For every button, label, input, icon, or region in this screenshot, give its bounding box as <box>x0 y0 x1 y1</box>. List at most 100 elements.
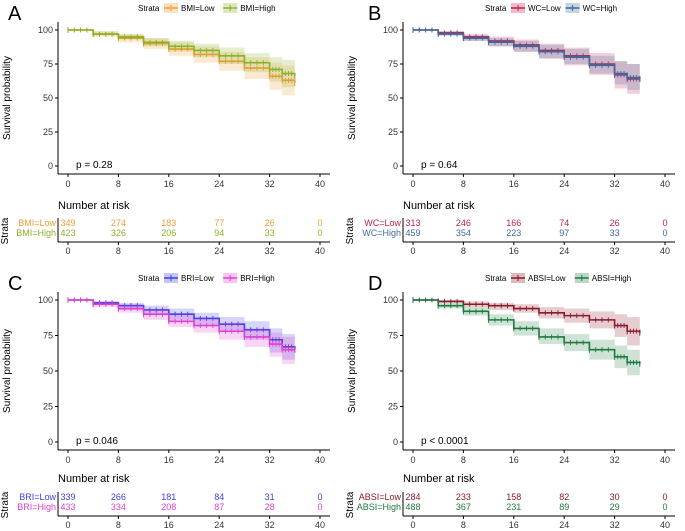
legend-title: Strata <box>485 4 507 13</box>
risk-table-title: Number at risk <box>403 473 475 485</box>
risk-count: 284 <box>405 492 420 502</box>
x-tick-label: 32 <box>265 179 275 189</box>
risk-count: 166 <box>506 218 521 228</box>
legend-label: ABSI=High <box>592 274 631 283</box>
risk-x-tick-label: 32 <box>610 246 620 256</box>
risk-x-tick-label: 16 <box>509 246 519 256</box>
risk-row-label: BRI=Low <box>19 492 56 502</box>
risk-count: 231 <box>506 502 521 512</box>
risk-count: 97 <box>559 228 569 238</box>
x-tick-label: 0 <box>410 179 415 189</box>
risk-count: 423 <box>60 228 75 238</box>
x-tick-label: 24 <box>214 455 224 465</box>
risk-count: 74 <box>559 218 569 228</box>
risk-count: 349 <box>60 218 75 228</box>
risk-x-tick-label: 24 <box>559 520 569 530</box>
p-value: p = 0.64 <box>421 160 458 171</box>
x-tick-label: 0 <box>65 455 70 465</box>
risk-x-tick-label: 16 <box>164 520 174 530</box>
x-tick-label: 8 <box>116 179 121 189</box>
risk-x-tick-label: 32 <box>265 246 275 256</box>
risk-count: 326 <box>111 228 126 238</box>
risk-x-tick-label: 24 <box>214 520 224 530</box>
legend-title: Strata <box>138 274 160 283</box>
risk-count: 158 <box>506 492 521 502</box>
risk-count: 89 <box>559 502 569 512</box>
x-tick-label: 24 <box>559 179 569 189</box>
y-axis-label: Survival probability <box>347 329 358 413</box>
x-tick-label: 0 <box>410 455 415 465</box>
panel-letter: B <box>368 3 381 25</box>
risk-count: 82 <box>559 492 569 502</box>
risk-table-title: Number at risk <box>58 200 130 212</box>
y-tick-label: 100 <box>383 25 398 35</box>
x-tick-label: 8 <box>461 179 466 189</box>
risk-count: 0 <box>662 218 667 228</box>
risk-count: 206 <box>161 228 176 238</box>
y-tick-label: 0 <box>48 437 53 447</box>
risk-x-tick-label: 0 <box>410 246 415 256</box>
risk-x-tick-label: 8 <box>116 246 121 256</box>
risk-table-title: Number at risk <box>403 200 475 212</box>
series-WC=High <box>412 27 641 92</box>
y-tick-label: 25 <box>388 402 398 412</box>
y-tick-label: 100 <box>38 295 53 305</box>
risk-count: 0 <box>662 228 667 238</box>
panel-letter: D <box>368 273 382 295</box>
legend-title: Strata <box>485 274 507 283</box>
risk-x-tick-label: 0 <box>410 520 415 530</box>
y-tick-label: 100 <box>38 25 53 35</box>
series-ABSI=High <box>412 297 641 377</box>
y-tick-label: 75 <box>388 59 398 69</box>
ci-ribbon <box>68 30 295 90</box>
x-tick-label: 40 <box>660 179 670 189</box>
x-tick-label: 16 <box>164 179 174 189</box>
legend: Strata BMI=Low BMI=High <box>138 3 276 13</box>
y-tick-label: 75 <box>43 59 53 69</box>
risk-count: 26 <box>265 218 275 228</box>
risk-count: 0 <box>317 502 322 512</box>
risk-x-tick-label: 32 <box>610 520 620 530</box>
risk-x-tick-label: 40 <box>315 520 325 530</box>
risk-row-label: WC=Low <box>364 218 401 228</box>
risk-table: Number at risk Strata BRI=Low 339 266 181 84 31… <box>0 473 330 530</box>
risk-y-label: Strata <box>345 491 356 518</box>
risk-row-label: ABSI=High <box>357 502 401 512</box>
risk-x-tick-label: 24 <box>214 246 224 256</box>
risk-row-label: BMI=High <box>16 228 56 238</box>
risk-count: 488 <box>405 502 420 512</box>
risk-x-tick-label: 40 <box>315 246 325 256</box>
risk-count: 313 <box>405 218 420 228</box>
risk-count: 77 <box>214 218 224 228</box>
x-tick-label: 32 <box>265 455 275 465</box>
risk-count: 0 <box>662 502 667 512</box>
risk-x-tick-label: 16 <box>164 246 174 256</box>
risk-y-label: Strata <box>0 217 11 244</box>
x-tick-label: 32 <box>610 179 620 189</box>
ci-ribbon <box>413 300 640 349</box>
risk-table: Number at risk Strata WC=Low 313 246 166 74 26 0… <box>345 200 675 256</box>
legend-label: WC=High <box>583 4 617 13</box>
x-tick-label: 16 <box>509 179 519 189</box>
risk-count: 367 <box>456 502 471 512</box>
risk-count: 0 <box>662 492 667 502</box>
legend-label: BRI=Low <box>181 274 214 283</box>
risk-count: 233 <box>456 492 471 502</box>
risk-table: Number at risk Strata BMI=Low 349 274 183 77 26… <box>0 200 330 256</box>
legend-title: Strata <box>138 4 160 13</box>
risk-y-label: Strata <box>345 217 356 244</box>
y-tick-label: 0 <box>48 161 53 171</box>
x-tick-label: 0 <box>65 179 70 189</box>
risk-x-tick-label: 0 <box>65 246 70 256</box>
y-tick-label: 25 <box>43 127 53 137</box>
risk-count: 459 <box>405 228 420 238</box>
risk-row-label: BMI=Low <box>18 218 56 228</box>
y-axis-label: Survival probability <box>347 56 358 140</box>
p-value: p = 0.28 <box>76 160 113 171</box>
x-tick-label: 8 <box>116 455 121 465</box>
